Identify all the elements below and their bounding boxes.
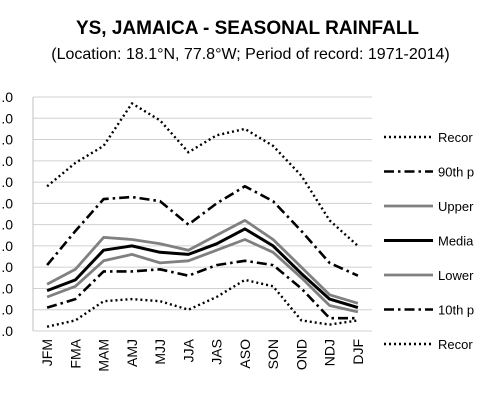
series-line-5 [46, 238, 359, 314]
series-line-3 [46, 218, 359, 305]
x-tick-label: MJJ [152, 339, 168, 365]
y-tick-label: .0 [1, 259, 13, 275]
y-tick-label: .0 [1, 302, 13, 318]
y-tick-label: .0 [1, 153, 13, 169]
legend-label: 90th p [438, 165, 474, 180]
x-tick-label: MAM [96, 339, 112, 372]
x-tick-label: AMJ [124, 339, 140, 367]
y-tick-label: .0 [1, 174, 13, 190]
series-line-7 [46, 278, 359, 328]
y-tick-label: .0 [1, 195, 13, 211]
legend-label: Lower [438, 268, 474, 283]
y-tick-label: .0 [1, 217, 13, 233]
x-tick-label: DJF [350, 339, 366, 365]
chart-subtitle: (Location: 18.1°N, 77.8°W; Period of rec… [51, 46, 450, 63]
legend-label: 10th p [438, 303, 474, 318]
y-tick-label: .0 [1, 323, 13, 339]
legend-label: Recor [438, 130, 473, 145]
x-tick-label: NDJ [322, 339, 338, 366]
x-tick-label: JAS [209, 339, 225, 365]
legend-label: Recor [438, 337, 473, 352]
series-line-2 [46, 185, 359, 277]
y-tick-label: .0 [1, 280, 13, 296]
x-tick-label: ASO [237, 339, 253, 369]
x-tick-label: SON [265, 339, 281, 369]
x-tick-labels: JFM FMA MAM AMJ MJJ JJA JAS ASO SON OND NDJ DJF [39, 338, 366, 371]
y-tick-label: .0 [1, 238, 13, 254]
series-layer [46, 102, 359, 328]
y-tick-label: .0 [1, 89, 13, 105]
x-tick-label: OND [293, 339, 309, 370]
series-line-6 [46, 259, 358, 320]
legend-label: Media [438, 234, 474, 249]
chart-title: YS, JAMAICA - SEASONAL RAINFALL [75, 18, 420, 39]
x-tick-label: JFM [39, 339, 55, 366]
legend-label: Upper [438, 199, 474, 214]
x-tick-label: FMA [67, 338, 83, 368]
series-line-4 [46, 227, 359, 310]
y-tick-label: .0 [1, 132, 13, 148]
x-tick-label: JJA [180, 338, 196, 362]
y-tick-label: .0 [1, 110, 13, 126]
legend: Recor 90th p Upper Media Lower 10th p Recor [384, 130, 474, 352]
series-line-1 [46, 102, 359, 247]
y-tick-labels: .0 .0 .0 .0 .0 .0 .0 .0 .0 .0 .0 .0 [1, 89, 13, 339]
